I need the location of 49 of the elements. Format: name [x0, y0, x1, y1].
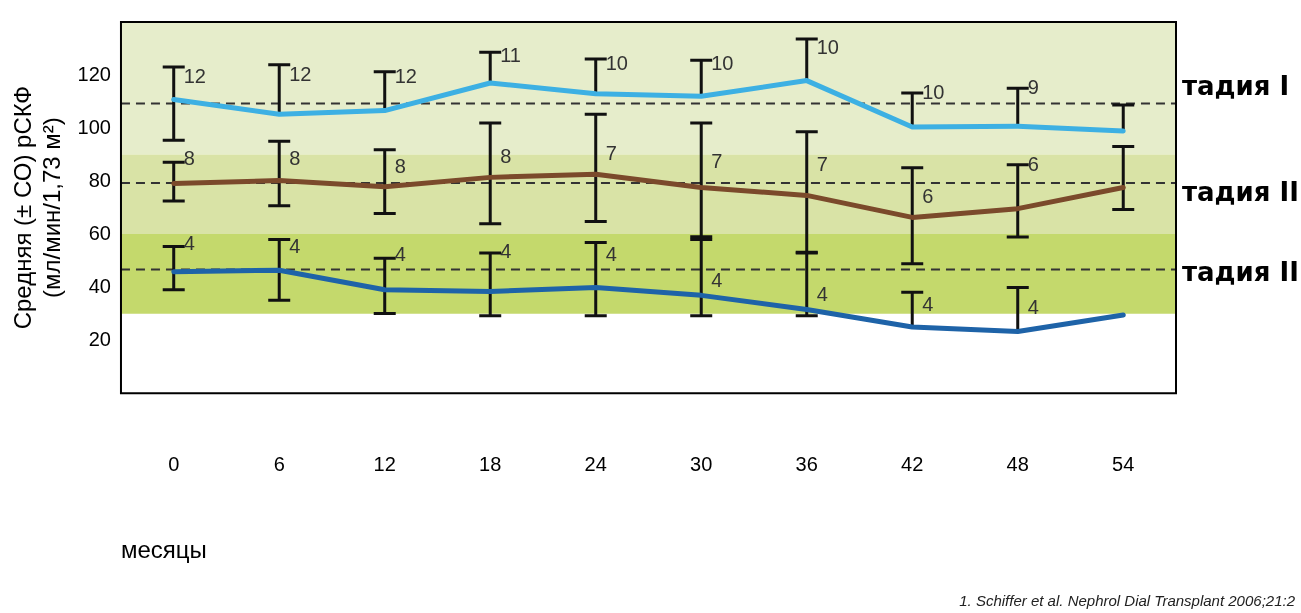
annotation: 8: [500, 144, 512, 167]
annotation: 4: [816, 282, 828, 305]
y-tick-label: 80: [88, 168, 111, 191]
annotation: 12: [289, 62, 312, 85]
annotation: 8: [183, 147, 195, 170]
annotation: 4: [394, 242, 406, 265]
x-tick-label: 6: [273, 452, 285, 475]
y-axis-title: Средняя (± СО) рСКФ (мл/мин/1,73 м²): [9, 85, 65, 330]
annotation: 4: [605, 242, 617, 265]
annotation: 4: [289, 234, 301, 257]
annotation: 9: [1027, 75, 1039, 98]
annotation: 7: [816, 152, 828, 175]
x-axis-title: месяцы: [120, 536, 207, 564]
annotation: 7: [711, 150, 723, 173]
y-tick-label: 40: [88, 274, 111, 297]
annotation: 12: [394, 65, 417, 88]
x-tick-label: 36: [795, 452, 818, 475]
band-label: тадия II: [1182, 177, 1299, 208]
x-tick-label: 24: [584, 452, 607, 475]
x-tick-label: 12: [373, 452, 396, 475]
annotation: 4: [500, 240, 512, 263]
annotation: 8: [289, 147, 301, 170]
annotation: 4: [711, 269, 723, 292]
annotation: 4: [1027, 295, 1039, 318]
annotation: 10: [711, 51, 734, 74]
annotation: 6: [922, 184, 934, 207]
y-tick-label: 100: [77, 115, 111, 138]
text: 1. Schiffer et al. Nephrol Dial Transplant 2006;21:2: [959, 592, 1295, 609]
annotation: 10: [816, 36, 839, 59]
band-label: тадия I: [1182, 71, 1290, 102]
y-tick-label: 120: [77, 62, 111, 85]
annotation: 7: [605, 142, 617, 165]
x-tick-label: 30: [690, 452, 713, 475]
x-tick-label: 48: [1006, 452, 1029, 475]
y-tick-label: 60: [88, 221, 111, 244]
x-tick-label: 42: [901, 452, 924, 475]
x-tick-label: 18: [479, 452, 502, 475]
annotation: 6: [1027, 152, 1039, 175]
band-label: тадия III: [1182, 256, 1301, 287]
y-tick-label: 20: [88, 327, 111, 350]
annotation: 10: [922, 80, 945, 103]
annotation: 10: [605, 51, 628, 74]
x-tick-label: 0: [168, 452, 180, 475]
annotation: 12: [183, 65, 206, 88]
annotation: 4: [922, 293, 934, 316]
annotation: 4: [183, 232, 195, 255]
annotation: 8: [394, 155, 406, 178]
annotation: 11: [500, 43, 521, 66]
x-tick-label: 54: [1112, 452, 1135, 475]
